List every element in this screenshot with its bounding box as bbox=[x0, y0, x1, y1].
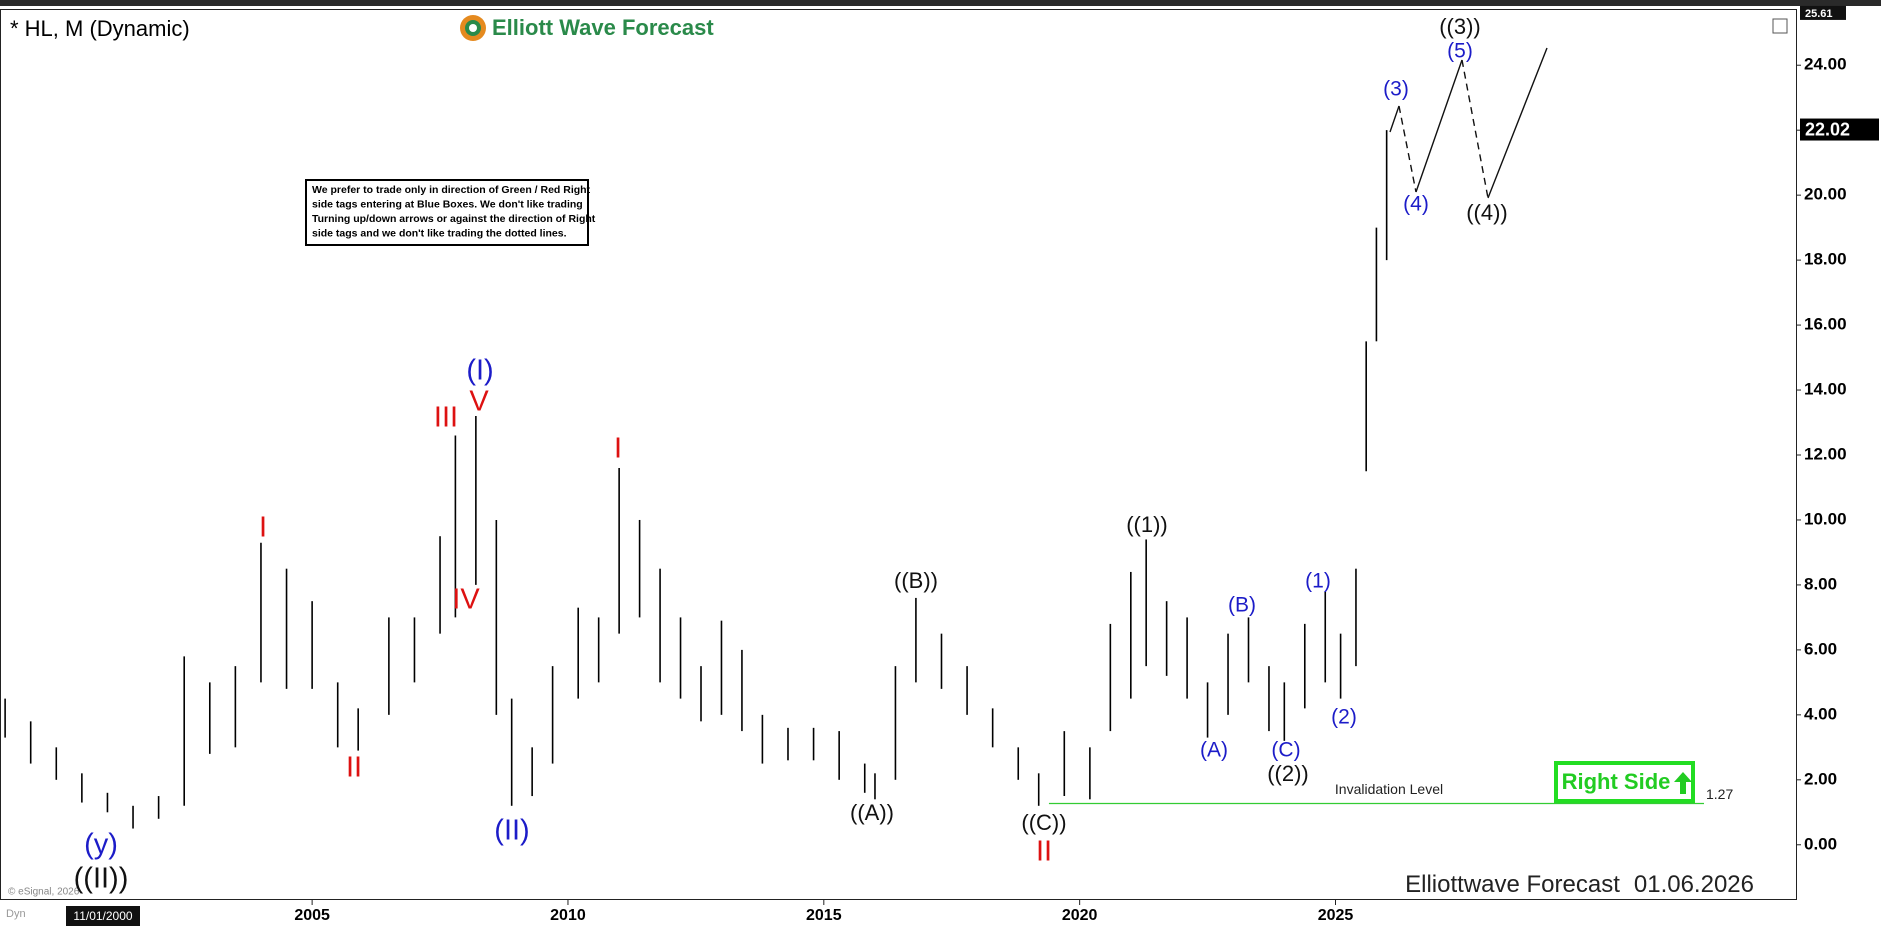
mode: Dyn bbox=[6, 908, 26, 920]
right-side-text: Right Side bbox=[1562, 769, 1671, 794]
wave-label: ((1)) bbox=[1126, 512, 1168, 537]
wave-label: (y) bbox=[84, 829, 118, 861]
wave-label: (B) bbox=[1228, 594, 1256, 617]
y-tick-label: 10.00 bbox=[1804, 509, 1847, 528]
y-tick-label: 8.00 bbox=[1804, 574, 1837, 593]
y-tick-label: 2.00 bbox=[1804, 769, 1837, 788]
wave-label: V bbox=[469, 386, 489, 418]
y-tick-label: 14.00 bbox=[1804, 380, 1847, 399]
footer-date: 01.06.2026 bbox=[1634, 871, 1754, 898]
x-tick-label: 2010 bbox=[550, 907, 586, 924]
notice: We prefer to trade only in direction of … bbox=[312, 184, 596, 240]
chart-title: * HL, M (Dynamic) bbox=[10, 16, 190, 41]
wave-label: IV bbox=[452, 584, 480, 616]
footer-brand: Elliottwave Forecast bbox=[1405, 871, 1620, 898]
wave-label: II bbox=[1036, 836, 1052, 868]
footer: Elliottwave Forecast 01.06.2026 bbox=[1405, 871, 1754, 898]
top-bar bbox=[0, 0, 1881, 6]
wave-label: (II) bbox=[494, 815, 529, 847]
wave-label: (1) bbox=[1305, 570, 1331, 593]
logo-text: Elliott Wave Forecast bbox=[492, 15, 714, 40]
invalidation-value: 1.27 bbox=[1706, 786, 1733, 802]
y-tick-label: 12.00 bbox=[1804, 444, 1847, 463]
window-icon[interactable] bbox=[1772, 18, 1788, 34]
logo: Elliott Wave Forecast bbox=[460, 15, 714, 41]
projection-line bbox=[1487, 47, 1548, 199]
wave-label: ((II)) bbox=[74, 863, 129, 895]
y-tick-label: 24.00 bbox=[1804, 55, 1847, 74]
price-marker-box bbox=[1800, 118, 1879, 141]
wave-label: ((3)) bbox=[1439, 14, 1481, 39]
wave-label: ((4)) bbox=[1466, 200, 1508, 225]
wave-label: II bbox=[346, 752, 362, 784]
x-tick-label: 2015 bbox=[806, 907, 842, 924]
logo-icon-core bbox=[469, 24, 477, 32]
wave-label: (A) bbox=[1200, 739, 1228, 762]
wave-label: ((C)) bbox=[1021, 810, 1066, 835]
invalidation-label: Invalidation Level bbox=[1335, 781, 1443, 797]
projection bbox=[1389, 47, 1548, 199]
notice-line: side tags entering at Blue Boxes. We don… bbox=[312, 198, 583, 210]
notice-line: side tags and we don't like trading the … bbox=[312, 227, 567, 239]
wave-label: ((A)) bbox=[850, 800, 894, 825]
wave-label: III bbox=[434, 402, 458, 434]
y-tick-label: 16.00 bbox=[1804, 315, 1847, 334]
up-arrow bbox=[1674, 772, 1692, 794]
x-tick-label: 2005 bbox=[294, 907, 330, 924]
cursor-date: 11/01/2000 bbox=[73, 909, 132, 923]
wave-label: (4) bbox=[1403, 193, 1429, 216]
x-tick-label: 2020 bbox=[1062, 907, 1098, 924]
cursor-date-box bbox=[66, 906, 140, 926]
wave-label: (C) bbox=[1271, 739, 1300, 762]
projection-line bbox=[1389, 105, 1400, 133]
wave-label: I bbox=[614, 433, 622, 465]
y-tick-label: 6.00 bbox=[1804, 639, 1837, 658]
projection-line bbox=[1415, 59, 1463, 193]
right-side-box bbox=[1554, 761, 1695, 803]
notice-box bbox=[305, 179, 589, 246]
copyright: © eSignal, 2026 bbox=[8, 887, 80, 898]
x-tick-label: 2025 bbox=[1318, 907, 1354, 924]
wave-label: ((2)) bbox=[1267, 761, 1309, 786]
projection-dashed bbox=[1398, 105, 1417, 193]
notice-line: We prefer to trade only in direction of … bbox=[312, 184, 591, 196]
wave-label: (5) bbox=[1447, 40, 1473, 63]
wave-label: (2) bbox=[1331, 706, 1357, 729]
price-marker-label: 22.02 bbox=[1805, 119, 1850, 139]
notice-line: Turning up/down arrows or against the di… bbox=[312, 213, 596, 225]
wave-label: (I) bbox=[466, 355, 493, 387]
price-marker-label: 25.61 bbox=[1805, 8, 1833, 20]
y-tick-label: 0.00 bbox=[1804, 834, 1837, 853]
wave-label: ((B)) bbox=[894, 568, 938, 593]
y-tick-label: 20.00 bbox=[1804, 185, 1847, 204]
wave-label: (3) bbox=[1383, 78, 1409, 101]
wave-label: I bbox=[259, 512, 267, 544]
price-marker-box bbox=[1800, 5, 1846, 20]
y-tick-label: 18.00 bbox=[1804, 250, 1847, 269]
y-tick-label: 4.00 bbox=[1804, 704, 1837, 723]
